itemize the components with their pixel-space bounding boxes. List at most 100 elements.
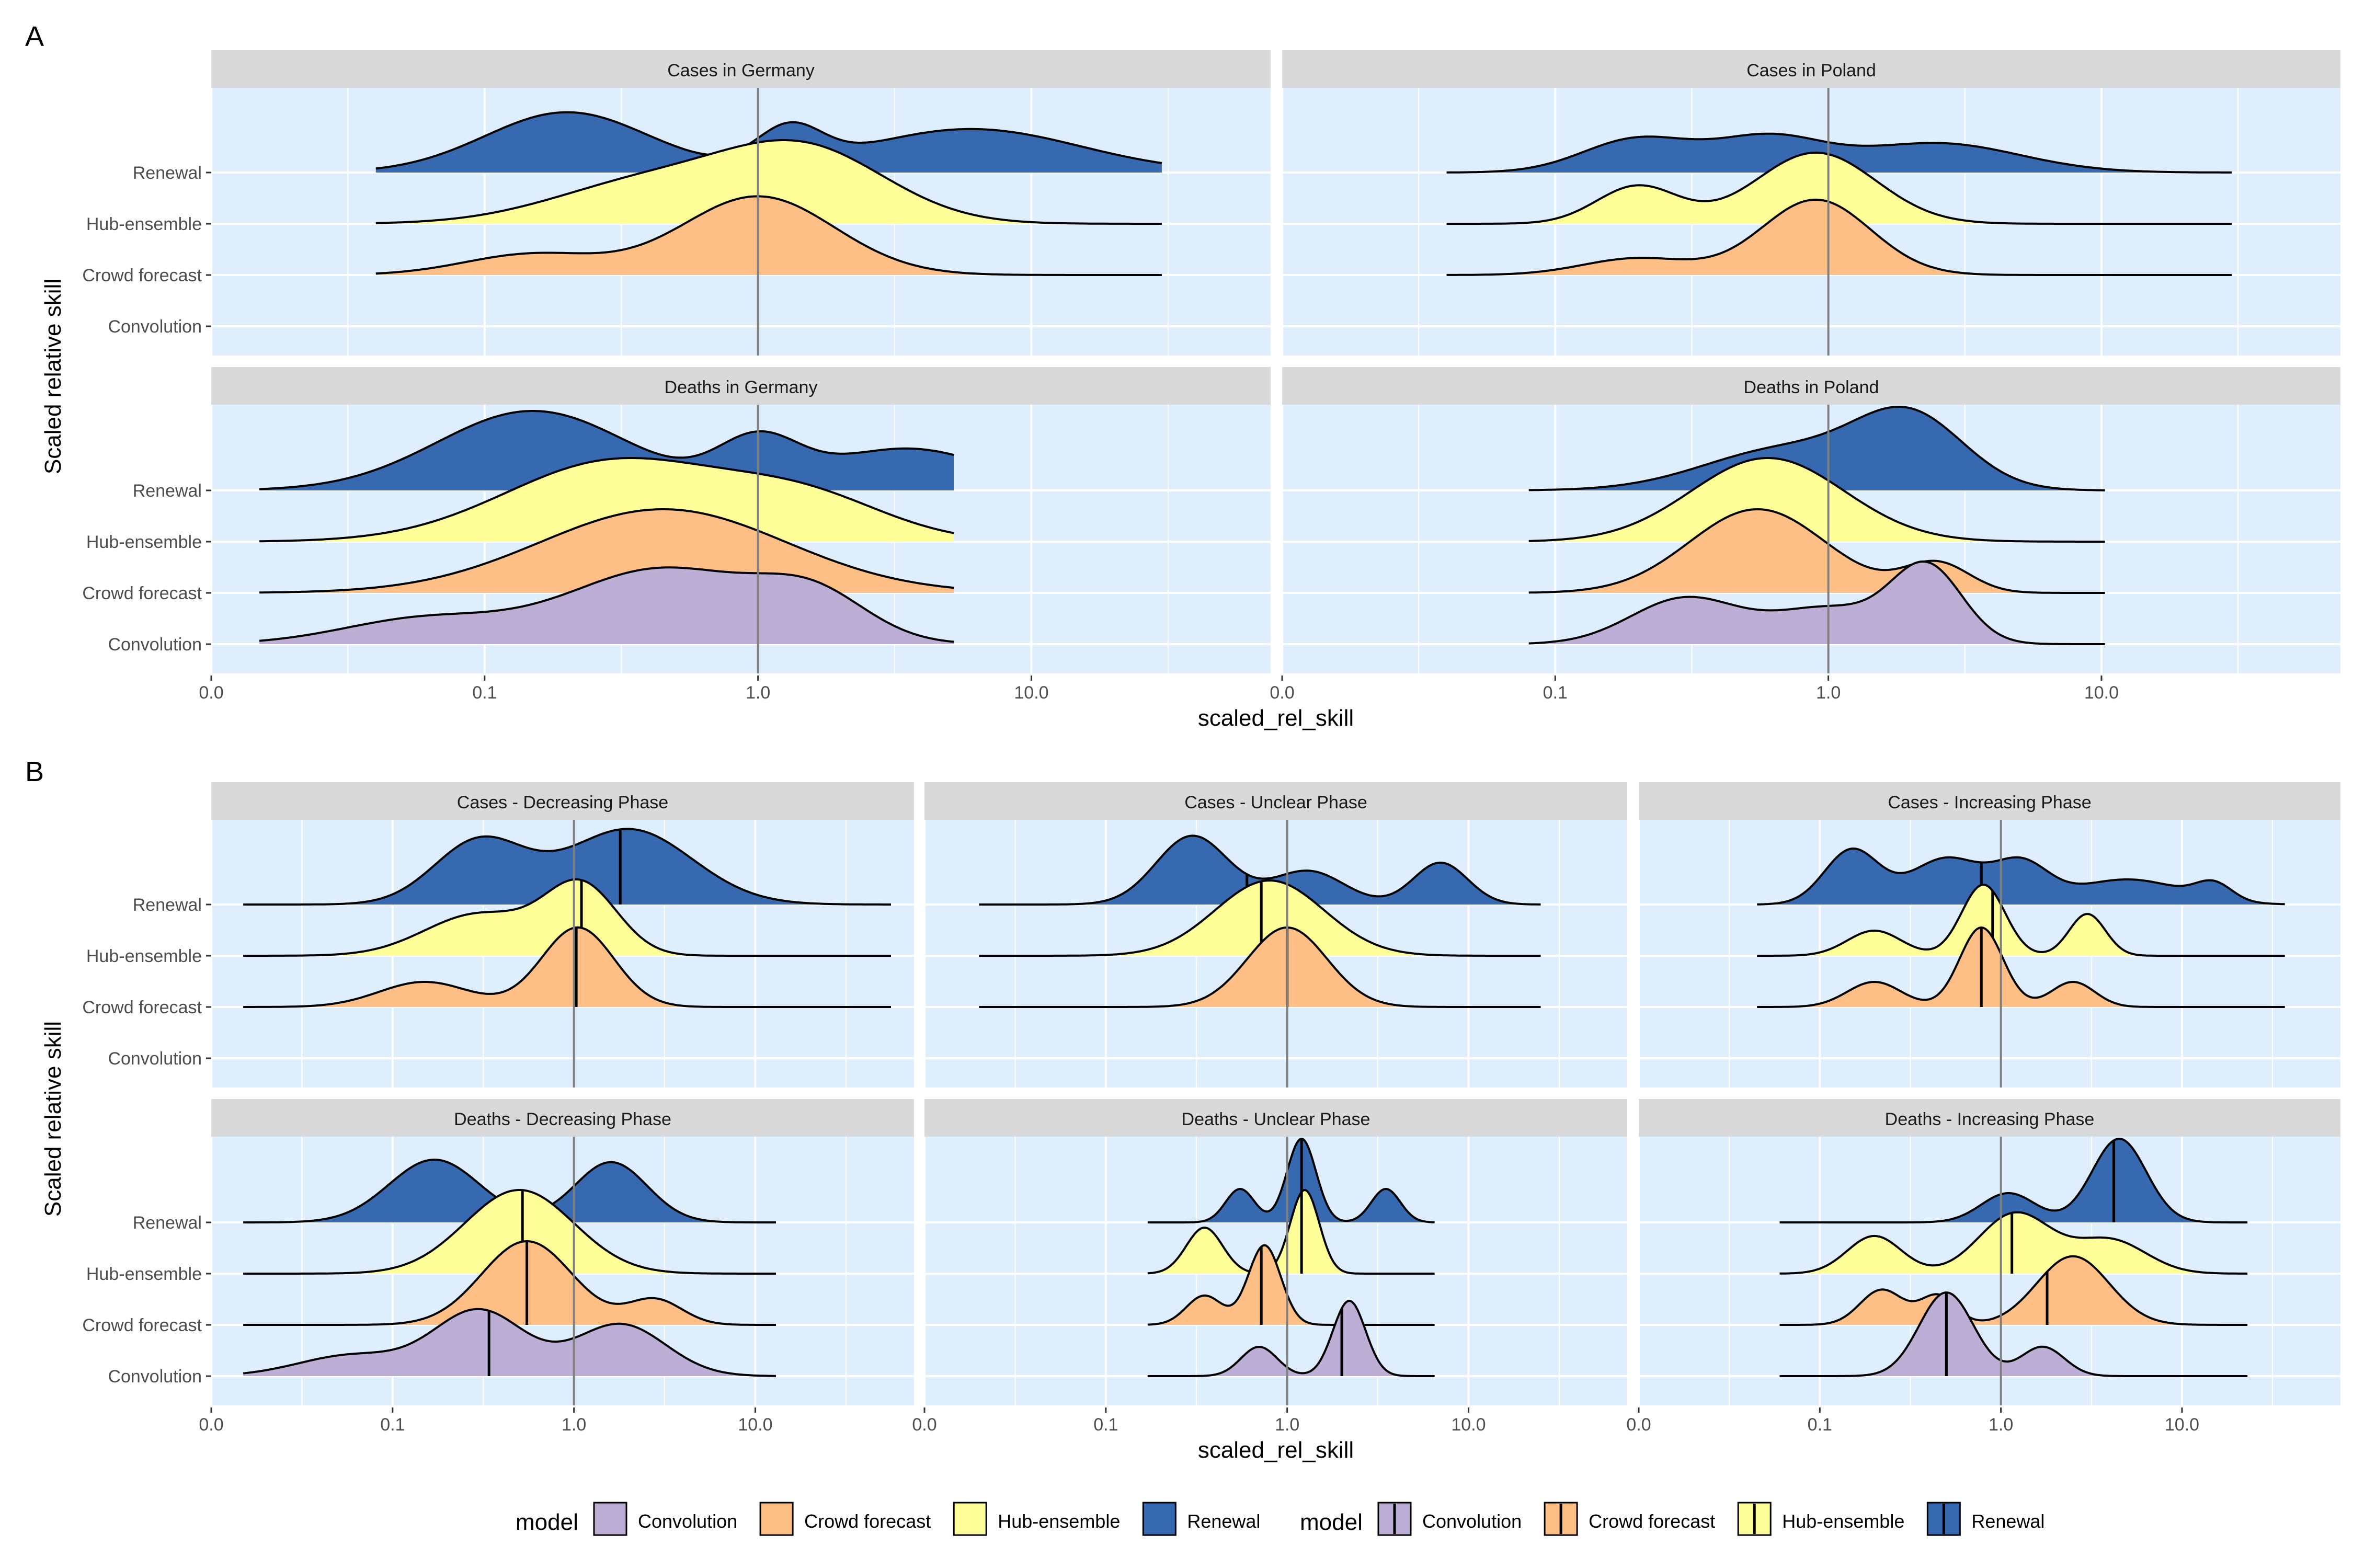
ridge-outline	[1528, 405, 2105, 491]
x-axis: 0.0 0.1 1.0 10.0	[199, 1407, 773, 1435]
ridge-fill	[243, 927, 892, 1007]
ridge-outline	[1779, 1137, 2248, 1223]
legend-label: Renewal	[1187, 1510, 1260, 1532]
ridge-fill	[243, 1160, 776, 1222]
tag-a: A	[25, 21, 44, 52]
legend-label: Convolution	[1422, 1510, 1522, 1532]
legends-layer: model Convolution Crowd forecast Hub-ensem…	[516, 1502, 2044, 1536]
ridge-hub-ensemble	[1779, 1211, 2248, 1275]
y-tick-label: Convolution	[108, 635, 202, 655]
y-tick-label: Hub-ensemble	[86, 1264, 202, 1284]
legend-fill-title: model	[516, 1509, 578, 1535]
y-tick-label: Crowd forecast	[82, 998, 202, 1017]
ridge-hub-ensemble	[1528, 457, 2105, 543]
ridge-hub-ensemble	[259, 457, 954, 543]
ridge-outline	[243, 1308, 776, 1377]
panel-title: Deaths - Increasing Phase	[1885, 1109, 2095, 1129]
ridge-convolution	[1779, 1291, 2248, 1377]
x-tick-label: 0.1	[380, 1415, 405, 1435]
legend-label: Renewal	[1971, 1510, 2044, 1532]
ridge-fill	[1446, 133, 2232, 173]
x-tick-label: 0.0	[1270, 683, 1294, 703]
ridge-outline	[259, 566, 954, 643]
legend-median: model Convolution Crowd forecast Hub-ensem…	[1300, 1502, 2044, 1536]
x-tick-label: 0.0	[912, 1415, 936, 1435]
x-tick-label: 0.1	[472, 683, 497, 703]
ridge-crowd-forecast	[375, 195, 1162, 276]
ridge-fill	[243, 879, 892, 956]
panel-deaths-increasing-phase: Deaths - Increasing Phase	[1638, 1099, 2340, 1405]
x-tick-label: 1.0	[1275, 1415, 1299, 1435]
legend-entry-renewal: Renewal	[1926, 1502, 2044, 1536]
x-tick-label: 0.1	[1808, 1415, 1832, 1435]
panel-strip	[1639, 782, 2340, 820]
ridge-fill	[1757, 885, 2285, 956]
legend-label: Crowd forecast	[1589, 1510, 1715, 1532]
x-tick-label: 1.0	[1989, 1415, 2013, 1435]
ridge-outline	[259, 457, 954, 543]
legend-median-title: model	[1300, 1509, 1363, 1535]
ridge-outline	[259, 410, 954, 490]
ridge-outline	[1147, 1244, 1435, 1326]
legend-entry-convolution: Convolution	[593, 1502, 737, 1536]
legend-label: Hub-ensemble	[1782, 1510, 1904, 1532]
ridge-outline	[375, 111, 1162, 170]
ridge-fill	[243, 829, 892, 905]
ridge-hub-ensemble	[1446, 151, 2232, 225]
ridge-crowd-forecast	[1446, 198, 2232, 276]
x-axis: 0.0 0.1 1.0 10.0	[199, 676, 1049, 703]
ridge-outline	[243, 828, 891, 906]
ridge-renewal	[243, 828, 892, 906]
ridge-outline	[1528, 560, 2105, 645]
ridge-crowd-forecast	[1528, 508, 2105, 594]
x-axis: 0.0 0.1 1.0 10.0	[1270, 676, 2119, 703]
ridge-convolution	[1528, 560, 2105, 645]
ridge-outline	[259, 508, 954, 594]
ridge-fill	[1528, 562, 2105, 644]
ridge-fill	[1446, 153, 2232, 224]
panel-cases-in-germany: Cases in Germany Renewal Hub-ensemble Crowd…	[82, 50, 1271, 356]
y-tick-label: Crowd forecast	[82, 266, 202, 285]
x-tick-label: 0.0	[199, 683, 223, 703]
legend-entry-crowd-forecast: Crowd forecast	[1544, 1502, 1715, 1536]
ridge-crowd-forecast	[1779, 1255, 2248, 1326]
ridge-convolution	[259, 566, 954, 644]
panel-strip	[1282, 367, 2340, 405]
ridge-fill	[1446, 199, 2232, 275]
y-tick-label: Renewal	[133, 895, 202, 915]
x-tick-label: 0.1	[1093, 1415, 1118, 1435]
ridge-renewal	[1446, 132, 2232, 174]
ylabel-a: Scaled relative skill	[40, 279, 66, 474]
x-tick-label: 0.0	[199, 1415, 223, 1435]
legend-entry-renewal: Renewal	[1142, 1502, 1260, 1536]
ridge-outline	[1147, 1189, 1435, 1275]
panel-title: Deaths in Germany	[665, 377, 818, 397]
ridge-outline	[1779, 1291, 2248, 1377]
panel-title: Cases - Increasing Phase	[1888, 793, 2091, 812]
ridge-fill	[259, 458, 954, 542]
legend-key	[1142, 1502, 1176, 1536]
ridge-outline	[1757, 847, 2285, 906]
x-tick-label: 10.0	[1014, 683, 1048, 703]
ridge-crowd-forecast	[1757, 926, 2285, 1008]
ridge-outline	[1528, 457, 2105, 543]
ridge-fill	[1528, 509, 2105, 593]
y-tick-label: Hub-ensemble	[86, 532, 202, 552]
panel-strip	[924, 782, 1627, 820]
x-tick-label: 10.0	[1451, 1415, 1486, 1435]
y-tick-label: Hub-ensemble	[86, 946, 202, 966]
ridge-renewal	[1779, 1137, 2248, 1223]
ridge-fill	[1757, 928, 2285, 1007]
y-tick-label: Convolution	[108, 1049, 202, 1069]
ridge-hub-ensemble	[1147, 1189, 1435, 1275]
ridge-fill	[1779, 1139, 2248, 1222]
legend-key	[759, 1502, 794, 1536]
ridge-outline	[1757, 926, 2285, 1008]
x-tick-label: 1.0	[562, 1415, 586, 1435]
ridge-outline	[375, 195, 1162, 276]
panel-strip	[924, 1099, 1627, 1137]
panel-strip	[211, 50, 1271, 88]
ridge-fill	[259, 567, 954, 644]
ridge-fill	[243, 1309, 776, 1376]
